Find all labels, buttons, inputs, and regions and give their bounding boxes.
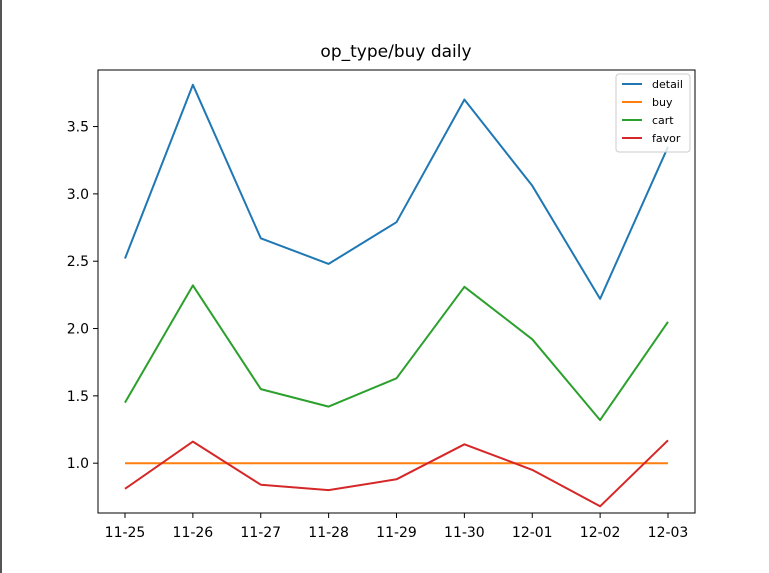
- x-tick-label: 12-03: [648, 525, 689, 541]
- y-tick-label: 2.0: [67, 322, 89, 338]
- series-line-detail: [124, 83, 669, 300]
- x-axis: 11-25 11-26 11-27 11-28 11-29 11-30 12-01 12-02…: [105, 513, 689, 541]
- series-line-favor: [124, 439, 669, 508]
- legend-label: favor: [652, 132, 681, 145]
- x-tick-label: 11-30: [444, 525, 485, 541]
- series-line-cart: [124, 284, 669, 422]
- y-tick-label: 3.5: [67, 120, 89, 136]
- legend-label: detail: [652, 78, 683, 91]
- x-tick-label: 11-29: [376, 525, 417, 541]
- legend-label: buy: [652, 96, 673, 109]
- chart-title: op_type/buy daily: [320, 42, 471, 62]
- window-left-border: [0, 0, 2, 573]
- plot-area: [97, 69, 696, 514]
- y-tick-label: 1.5: [67, 389, 89, 405]
- x-tick-label: 11-28: [308, 525, 349, 541]
- y-tick-label: 1.0: [67, 456, 89, 472]
- x-tick-label: 11-25: [105, 525, 146, 541]
- x-tick-label: 11-26: [173, 525, 214, 541]
- legend-label: cart: [652, 114, 674, 127]
- legend-box: [615, 73, 691, 153]
- y-axis: 1.0 1.5 2.0 2.5 3.0 3.5: [67, 120, 98, 472]
- x-tick-label: 11-27: [240, 525, 281, 541]
- x-tick-label: 12-01: [512, 525, 553, 541]
- y-tick-label: 3.0: [67, 187, 89, 203]
- x-tick-label: 12-02: [580, 525, 621, 541]
- plot-frame: [97, 69, 696, 514]
- y-tick-label: 2.5: [67, 254, 89, 270]
- series-layer: [124, 83, 669, 508]
- legend: detail buy cart favor: [615, 73, 691, 153]
